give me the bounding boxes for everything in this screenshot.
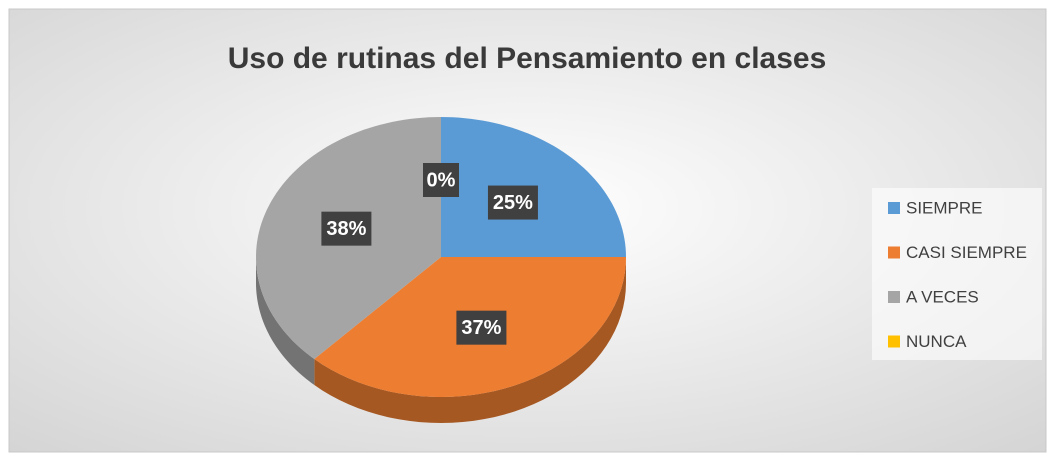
data-label-box: [321, 211, 372, 246]
legend-label: NUNCA: [906, 332, 967, 351]
data-label-box: [423, 163, 459, 197]
legend-label: CASI SIEMPRE: [906, 243, 1027, 262]
legend-box: [872, 188, 1042, 360]
data-label: 38%: [326, 218, 366, 240]
slice-side: [314, 257, 626, 423]
legend-swatch: [888, 291, 900, 303]
data-label: 0%: [427, 169, 456, 191]
data-label: 25%: [493, 192, 533, 214]
chart-title: Uso de rutinas del Pensamiento en clases: [228, 42, 827, 75]
data-label: 37%: [461, 317, 501, 339]
legend-label: A VECES: [906, 287, 979, 306]
data-label-box: [487, 185, 538, 220]
legend-swatch: [888, 335, 900, 348]
legend-swatch: [888, 246, 900, 259]
legend-label: SIEMPRE: [906, 198, 983, 217]
slice-side: [256, 257, 315, 386]
legend-swatch: [888, 202, 900, 214]
data-label-box: [456, 310, 507, 345]
